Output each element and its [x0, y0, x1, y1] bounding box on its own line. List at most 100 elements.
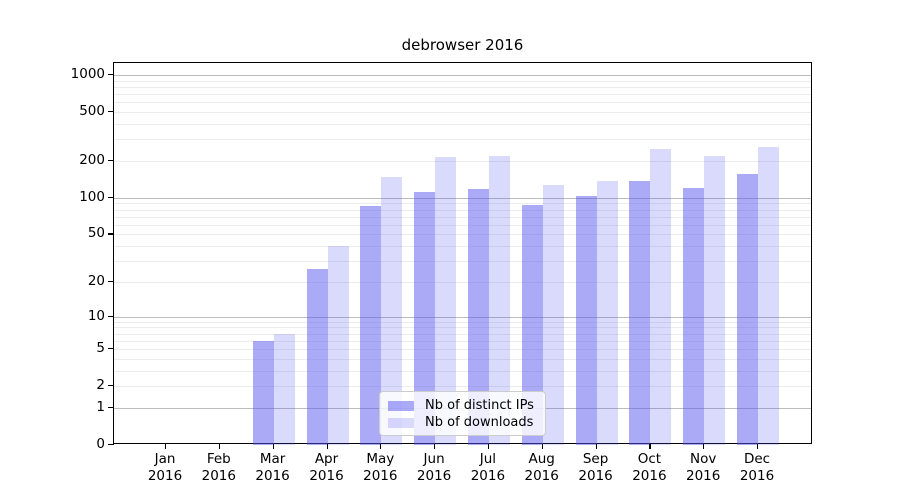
- gridline-minor: [114, 333, 811, 335]
- bar-oct-distinct-ips: [629, 180, 651, 445]
- legend-swatch-downloads-icon: [388, 417, 414, 428]
- y-axis-tick-label: 100: [79, 188, 105, 205]
- legend-swatch-distinct-ips-icon: [388, 400, 414, 411]
- x-axis-tick-label: Nov 2016: [686, 451, 721, 484]
- x-axis-tick-mark: [595, 444, 597, 449]
- x-axis-tick-label: Sep 2016: [578, 451, 613, 484]
- x-axis-tick-mark: [649, 444, 651, 449]
- gridline-minor: [114, 261, 811, 263]
- gridline-minor: [114, 102, 811, 104]
- gridline-minor: [114, 224, 811, 226]
- bar-nov-downloads: [704, 155, 726, 445]
- bar-aug-distinct-ips: [521, 204, 543, 445]
- bar-jul-distinct-ips: [467, 189, 489, 445]
- y-axis-tick-mark: [108, 74, 114, 76]
- y-axis-tick-mark: [108, 196, 114, 198]
- y-axis-tick-mark: [108, 315, 114, 317]
- y-axis-tick-label: 20: [87, 272, 105, 289]
- x-axis-tick-label: Dec 2016: [739, 451, 775, 484]
- y-axis-tick-mark: [108, 385, 114, 387]
- x-axis-tick-label: Jan 2016: [147, 451, 183, 484]
- x-axis-tick-mark: [218, 444, 220, 449]
- y-axis-tick-label: 5: [96, 340, 105, 356]
- gridline-minor: [114, 358, 811, 360]
- x-axis-tick-label: Feb 2016: [201, 451, 236, 484]
- x-axis-tick-mark: [434, 444, 436, 449]
- x-axis-tick-label: May 2016: [363, 451, 398, 484]
- bar-jul-downloads: [488, 156, 510, 445]
- bar-mar-distinct-ips: [252, 340, 274, 445]
- x-axis-tick-label: Mar 2016: [255, 451, 290, 484]
- x-axis-tick-mark: [165, 444, 167, 449]
- x-axis-tick-mark: [326, 444, 328, 449]
- gridline-minor: [114, 112, 811, 114]
- y-axis-tick-label: 10: [87, 307, 105, 324]
- bar-may-downloads: [381, 177, 403, 445]
- gridline-minor: [114, 321, 811, 323]
- gridline-minor: [114, 246, 811, 248]
- y-axis-tick-mark: [108, 233, 114, 235]
- y-axis-tick-label: 2: [96, 377, 105, 394]
- bar-apr-downloads: [327, 246, 349, 445]
- y-axis-tick-mark: [108, 444, 114, 446]
- gridline-minor: [114, 203, 811, 205]
- y-axis-tick-mark: [108, 160, 114, 162]
- gridline-minor: [114, 209, 811, 211]
- x-axis-tick-mark: [541, 444, 543, 449]
- plot-area: [113, 62, 812, 445]
- x-axis-tick-label: Jul 2016: [470, 451, 506, 484]
- y-axis-tick-mark: [108, 280, 114, 283]
- y-axis-tick-label: 200: [79, 152, 105, 168]
- gridline-minor: [114, 80, 811, 82]
- legend-item-downloads: Nb of downloads: [388, 414, 537, 431]
- y-axis-tick-mark: [108, 406, 114, 409]
- gridline-minor: [114, 370, 811, 372]
- bar-mar-downloads: [273, 333, 295, 445]
- gridline-minor: [114, 124, 811, 125]
- bar-dec-downloads: [758, 147, 779, 445]
- x-axis-tick-mark: [272, 444, 274, 449]
- bar-oct-downloads: [650, 148, 672, 445]
- y-axis-tick-label: 0: [96, 436, 105, 452]
- chart-title: debrowser 2016: [401, 36, 524, 54]
- gridline-major: [114, 197, 811, 199]
- bar-aug-downloads: [542, 185, 564, 445]
- y-axis-tick-label: 50: [87, 225, 105, 242]
- y-axis-tick-label: 500: [79, 103, 105, 120]
- gridline-minor: [114, 161, 811, 162]
- y-axis-tick-mark: [108, 111, 114, 113]
- bar-nov-distinct-ips: [683, 188, 705, 445]
- bar-sep-distinct-ips: [575, 195, 597, 445]
- gridline-minor: [114, 139, 811, 141]
- bar-jun-distinct-ips: [414, 191, 436, 445]
- x-axis-tick-mark: [757, 444, 759, 449]
- gridline-minor: [114, 234, 811, 236]
- gridline-minor: [114, 94, 811, 96]
- y-axis-tick-label: 1: [96, 398, 105, 415]
- bar-sep-downloads: [596, 181, 618, 445]
- legend: Nb of distinct IPs Nb of downloads: [379, 391, 546, 436]
- legend-label-downloads: Nb of downloads: [425, 415, 534, 430]
- x-axis-tick-label: Oct 2016: [632, 451, 667, 484]
- bar-may-distinct-ips: [360, 205, 382, 445]
- gridline-minor: [114, 340, 811, 342]
- y-axis-tick-mark: [108, 348, 114, 350]
- x-axis-tick-label: Jun 2016: [416, 451, 452, 484]
- x-axis-tick-label: Aug 2016: [524, 451, 559, 484]
- gridline-minor: [114, 386, 811, 388]
- bar-apr-distinct-ips: [306, 268, 328, 445]
- gridline-minor: [114, 86, 811, 88]
- gridline-minor: [114, 216, 811, 218]
- bar-dec-distinct-ips: [737, 174, 758, 445]
- legend-item-distinct-ips: Nb of distinct IPs: [388, 397, 537, 414]
- bar-jun-downloads: [435, 157, 457, 445]
- gridline-minor: [114, 349, 811, 350]
- y-axis-tick-label: 1000: [70, 66, 105, 82]
- gridline-major: [114, 75, 811, 76]
- gridline-minor: [114, 327, 811, 329]
- legend-label-distinct-ips: Nb of distinct IPs: [425, 398, 534, 413]
- x-axis-tick-mark: [487, 444, 490, 449]
- x-axis-tick-mark: [380, 444, 382, 449]
- gridline-minor: [114, 281, 811, 283]
